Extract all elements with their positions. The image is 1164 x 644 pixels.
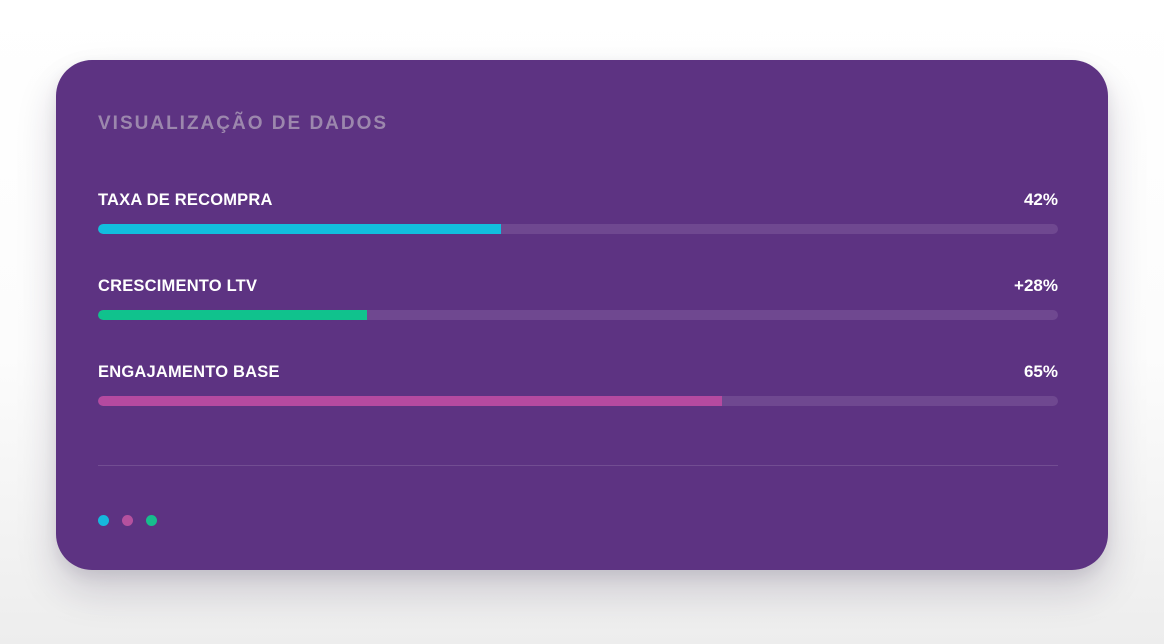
- progress-bar-track: [98, 396, 1058, 406]
- pink-dot[interactable]: [122, 515, 133, 526]
- pagination-dots: [98, 515, 1058, 526]
- metric-value: 65%: [1023, 362, 1058, 381]
- metric-row-taxa-de-recompra: TAXA DE RECOMPRA 42%: [98, 189, 1058, 234]
- metric-row-crescimento-ltv: CRESCIMENTO LTV +28%: [98, 275, 1058, 320]
- metric-label: CRESCIMENTO LTV: [98, 277, 258, 295]
- metric-value: +28%: [1014, 276, 1058, 295]
- metrics-list: TAXA DE RECOMPRA 42% CRESCIMENTO LTV +28…: [98, 189, 1058, 406]
- progress-bar-fill: [98, 310, 367, 320]
- progress-bar-track: [98, 224, 1058, 234]
- card-title: VISUALIZAÇÃO DE DADOS: [98, 113, 389, 134]
- progress-bar-fill: [98, 396, 722, 406]
- metric-row-engajamento-base: ENGAJAMENTO BASE 65%: [98, 361, 1058, 406]
- data-visualization-card: VISUALIZAÇÃO DE DADOS TAXA DE RECOMPRA 4…: [56, 60, 1108, 570]
- progress-bar-track: [98, 310, 1058, 320]
- metric-value: 42%: [1023, 190, 1058, 209]
- divider: [98, 465, 1058, 466]
- metric-label: TAXA DE RECOMPRA: [98, 191, 273, 209]
- metric-header: CRESCIMENTO LTV +28%: [98, 275, 1058, 297]
- metric-label: ENGAJAMENTO BASE: [98, 363, 280, 381]
- cyan-dot[interactable]: [98, 515, 109, 526]
- green-dot[interactable]: [146, 515, 157, 526]
- metric-header: ENGAJAMENTO BASE 65%: [98, 361, 1058, 383]
- progress-bar-fill: [98, 224, 502, 234]
- metric-header: TAXA DE RECOMPRA 42%: [98, 189, 1058, 211]
